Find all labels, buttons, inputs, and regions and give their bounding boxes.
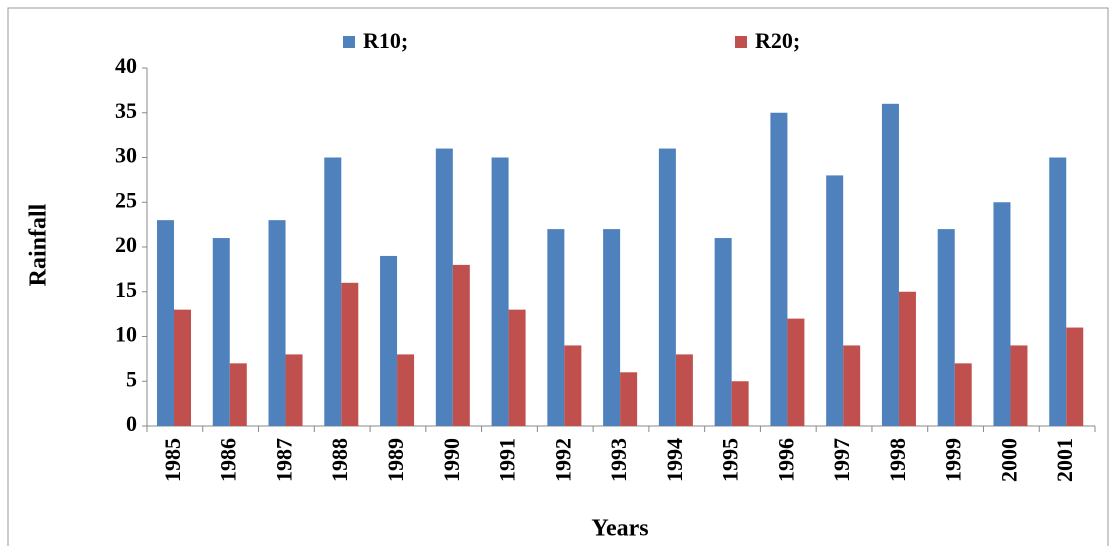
legend-label: R10; (363, 28, 408, 53)
bar (380, 255, 398, 426)
x-tick-label: 1999 (941, 438, 966, 482)
bar (491, 157, 509, 426)
bar (731, 381, 749, 426)
x-tick-label: 1989 (383, 438, 408, 482)
chart-frame (7, 7, 1109, 546)
bar (324, 157, 342, 426)
bar (770, 112, 788, 426)
y-tick-label: 25 (115, 187, 137, 212)
bar (603, 229, 621, 426)
bar (564, 345, 582, 426)
bar (435, 148, 453, 427)
bar (937, 229, 955, 426)
y-tick-label: 10 (115, 322, 137, 347)
x-tick-label: 1994 (662, 438, 687, 482)
x-tick-label: 1986 (216, 438, 241, 482)
bar (174, 309, 191, 426)
x-tick-label: 1985 (160, 438, 185, 482)
x-tick-label: 1997 (829, 438, 854, 482)
bar (993, 202, 1011, 426)
bar (452, 264, 470, 426)
bar (881, 103, 899, 427)
bar (285, 354, 303, 426)
y-tick-label: 40 (115, 53, 137, 78)
y-axis-label: Rainfall (26, 203, 52, 286)
bar (229, 363, 247, 426)
bar (898, 291, 916, 426)
bar (658, 148, 676, 427)
x-tick-label: 1992 (550, 438, 575, 482)
x-tick-label: 1987 (271, 438, 296, 482)
legend-swatch (343, 36, 355, 48)
y-tick-label: 5 (126, 366, 137, 391)
y-tick-label: 30 (115, 143, 137, 168)
x-tick-label: 1991 (495, 438, 520, 482)
bar (620, 372, 638, 426)
y-tick-label: 15 (115, 277, 137, 302)
bar (547, 229, 565, 426)
bar (268, 220, 286, 426)
bar (1066, 327, 1084, 426)
x-tick-label: 2001 (1052, 438, 1077, 482)
bar (714, 238, 732, 426)
bar (508, 309, 526, 426)
bar (212, 238, 230, 426)
x-tick-label: 1993 (606, 438, 631, 482)
bar (826, 175, 844, 426)
bar (787, 318, 805, 426)
x-tick-label: 1988 (327, 438, 352, 482)
y-tick-label: 0 (126, 411, 137, 436)
legend-label: R20; (755, 28, 800, 53)
bar (341, 282, 359, 426)
bar (157, 220, 174, 426)
x-tick-label: 1990 (439, 438, 464, 482)
bar (954, 363, 972, 426)
x-tick-label: 2000 (996, 438, 1021, 482)
x-tick-label: 1998 (885, 438, 910, 482)
y-tick-label: 20 (115, 232, 137, 257)
bar (1049, 157, 1067, 426)
x-tick-label: 1995 (718, 438, 743, 482)
legend-swatch (735, 36, 747, 48)
bar (675, 354, 693, 426)
bar (843, 345, 861, 426)
y-tick-label: 35 (115, 98, 137, 123)
x-axis-label: Years (591, 516, 648, 542)
bar (1010, 345, 1028, 426)
bar (397, 354, 415, 426)
x-tick-label: 1996 (773, 438, 798, 482)
